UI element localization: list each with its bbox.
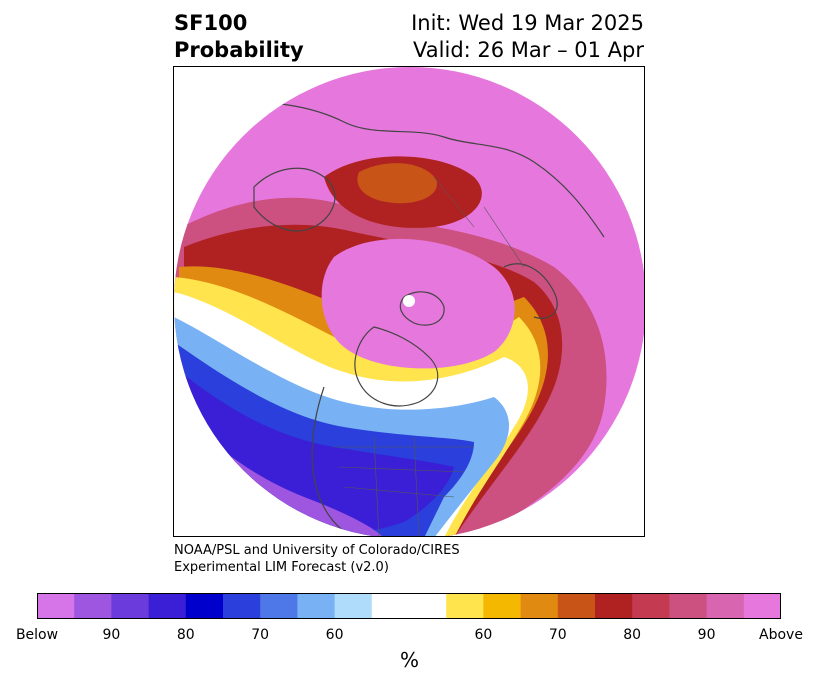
- colorbar-cell: [409, 593, 447, 619]
- colorbar-tick-label: 70: [548, 627, 567, 643]
- colorbar-cell: [111, 593, 150, 619]
- map-title-left: SF100 Probability: [174, 10, 304, 64]
- map-panel: [173, 66, 645, 537]
- colorbar-border: [37, 593, 781, 619]
- colorbar-cell: [185, 593, 224, 619]
- colorbar-cell: [297, 593, 336, 619]
- colorbar-cell: [260, 593, 298, 619]
- colorbar-cell: [446, 593, 484, 619]
- title-variable: SF100: [174, 11, 248, 35]
- coastlines: [233, 102, 605, 536]
- title-valid-range: Valid: 26 Mar – 01 Apr: [413, 38, 644, 62]
- colorbar-tick-labels: Below 90 80 70 60 60 70 80 90 Above: [0, 627, 819, 647]
- colorbar-cell: [334, 593, 373, 619]
- colorbar-cell: [669, 593, 708, 619]
- colorbar-unit-label: %: [399, 648, 419, 672]
- colorbar-cell: [148, 593, 187, 619]
- colorbar-tick-label: Above: [759, 627, 803, 643]
- colorbar-tick-label: Below: [15, 627, 59, 643]
- map-title-right: Init: Wed 19 Mar 2025 Valid: 26 Mar – 01…: [411, 10, 644, 64]
- colorbar-tick-label: 90: [102, 627, 121, 643]
- borders: [334, 176, 525, 536]
- colorbar-cell: [520, 593, 559, 619]
- colorbar-cell: [223, 593, 261, 619]
- colorbar-cell: [595, 593, 633, 619]
- siberia-hotspot-core: [357, 163, 437, 204]
- colorbar-cell: [37, 593, 75, 619]
- colorbar-cell: [74, 593, 112, 619]
- colorbar-cell: [371, 593, 410, 619]
- credit-line-2: Experimental LIM Forecast (v2.0): [174, 560, 389, 575]
- colorbar-tick-label: 60: [474, 627, 493, 643]
- colorbar-cell: [706, 593, 745, 619]
- title-type: Probability: [174, 38, 304, 62]
- title-init-date: Init: Wed 19 Mar 2025: [411, 11, 644, 35]
- colorbar-cell: [483, 593, 522, 619]
- credit-line-1: NOAA/PSL and University of Colorado/CIRE…: [174, 543, 460, 558]
- pole-region: [321, 238, 515, 369]
- colorbar-tick-label: 90: [697, 627, 716, 643]
- colorbar-cell: [743, 593, 781, 619]
- data-credit: NOAA/PSL and University of Colorado/CIRE…: [174, 542, 460, 576]
- colorbar: [37, 593, 781, 619]
- colorbar-tick-label: 70: [251, 627, 270, 643]
- probability-map: [174, 67, 644, 536]
- colorbar-tick-label: 60: [325, 627, 344, 643]
- colorbar-tick-label: 80: [176, 627, 195, 643]
- colorbar-cell: [557, 593, 596, 619]
- colorbar-tick-label: 80: [623, 627, 642, 643]
- colorbar-cell: [632, 593, 670, 619]
- north-pole-mask: [403, 295, 415, 307]
